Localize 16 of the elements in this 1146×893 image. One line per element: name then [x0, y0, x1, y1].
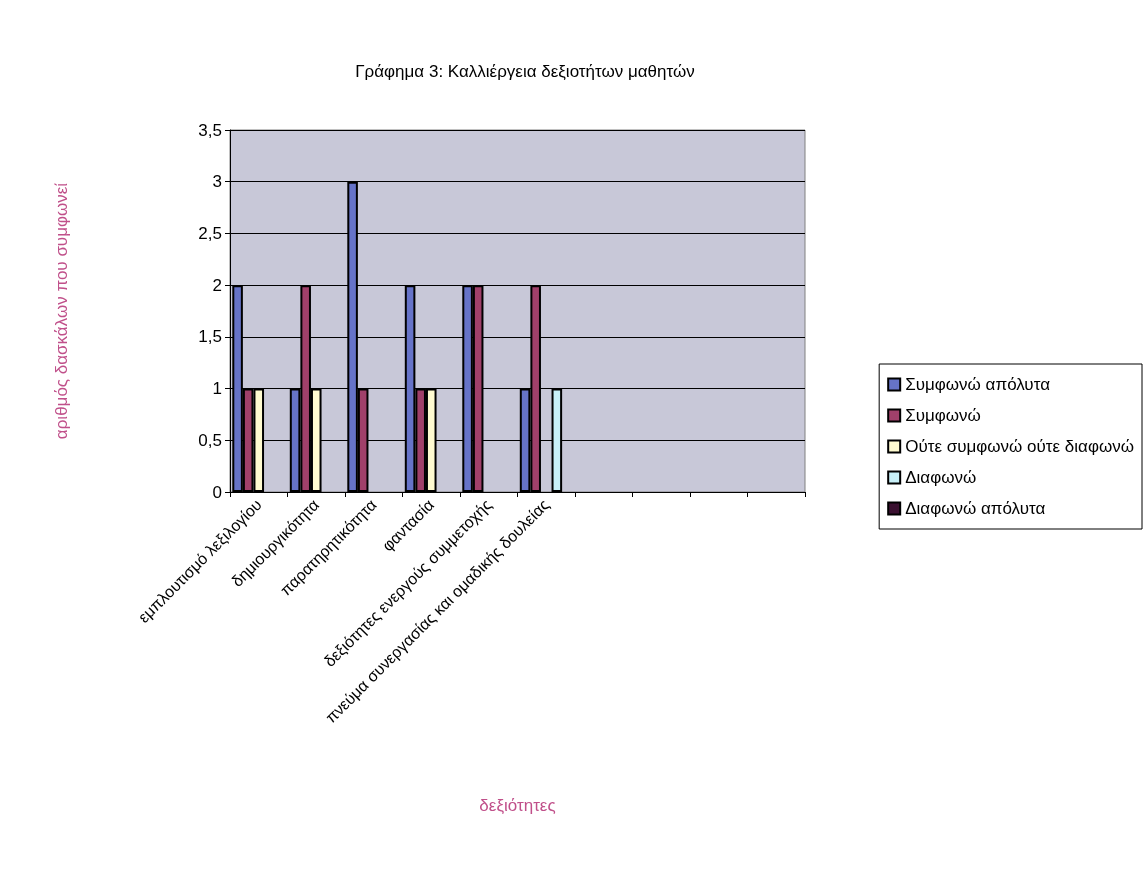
legend-label: Συμφωνώ: [905, 406, 981, 425]
chart-title: Γράφημα 3: Καλλιέργεια δεξιοτήτων μαθητών: [355, 62, 695, 81]
y-tick-label: 3: [212, 172, 222, 192]
y-tick-label: 0: [212, 482, 222, 502]
y-tick-label: 1,5: [198, 327, 222, 347]
y-axis-title: αριθμός δασκάλων που συμφωνεί: [52, 182, 71, 440]
legend-label: Διαφωνώ: [905, 468, 977, 487]
legend-label: Ούτε συμφωνώ ούτε διαφωνώ: [905, 437, 1135, 456]
legend-label: Συμφωνώ απόλυτα: [905, 375, 1051, 394]
x-axis-title: δεξιότητες: [479, 796, 556, 815]
y-tick-label: 2: [212, 275, 222, 295]
legend-label: Διαφωνώ απόλυτα: [905, 499, 1046, 518]
y-tick-label: 3,5: [198, 120, 222, 140]
y-tick-label: 0,5: [198, 430, 222, 450]
y-tick-label: 2,5: [198, 223, 222, 243]
y-tick-label: 1: [212, 379, 222, 399]
